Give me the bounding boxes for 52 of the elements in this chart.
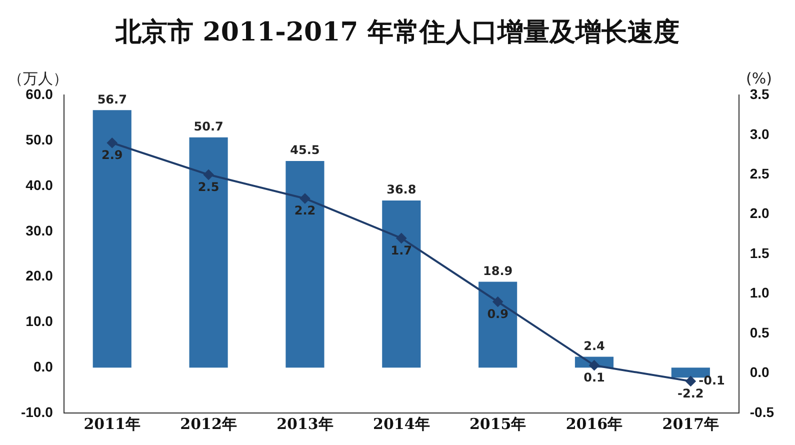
x-tick-label: 2013年: [276, 414, 334, 433]
y-tick-label: 10.0: [26, 313, 54, 330]
data-label: -0.1: [698, 373, 725, 388]
bar: [478, 282, 518, 368]
y-tick-label: 60.0: [26, 86, 54, 102]
y2-axis-title: (%): [746, 70, 772, 88]
y-tick-label: 0.0: [33, 358, 54, 374]
y-tick-label: -10.0: [20, 404, 54, 420]
bar: [286, 161, 324, 368]
point: [204, 170, 214, 180]
y2-tick-label: 2.0: [750, 205, 770, 222]
point: [300, 193, 310, 204]
data-label: 2.5: [198, 180, 220, 194]
y2-tick-label: 0.5: [750, 324, 770, 340]
y2-tick-label: 2.5: [750, 166, 770, 182]
data-label: 36.8: [386, 182, 416, 197]
data-label: 1.7: [390, 243, 412, 258]
x-tick-label: 2017年: [662, 414, 720, 433]
y2-tick-label: 1.5: [750, 244, 770, 261]
data-label: 0.1: [584, 370, 605, 384]
bar: [189, 137, 228, 368]
data-label: 50.7: [194, 120, 224, 134]
y2-tick-label: -0.5: [750, 404, 774, 420]
y-tick-label: 20.0: [26, 268, 54, 284]
point: [396, 233, 406, 244]
point: [107, 138, 118, 148]
data-label: 2.4: [584, 338, 605, 353]
y2-tick-label: 3.0: [750, 126, 770, 142]
y-tick-label: 30.0: [26, 222, 54, 238]
data-label: -2.2: [678, 386, 704, 401]
bar: [382, 200, 421, 368]
data-label: 2.9: [101, 148, 123, 162]
x-tick-label: 2016年: [566, 414, 623, 433]
bar: [92, 110, 132, 368]
point: [686, 376, 696, 386]
y2-tick-label: 3.5: [750, 86, 770, 102]
x-tick-label: 2015年: [469, 414, 526, 433]
data-label: 2.2: [294, 204, 316, 218]
data-label: 56.7: [97, 92, 127, 106]
data-label: 0.9: [487, 306, 508, 321]
point: [492, 296, 503, 307]
y-tick-label: 40.0: [26, 176, 54, 193]
x-tick-label: 2014年: [373, 414, 430, 433]
y2-tick-label: 0.0: [750, 364, 770, 380]
x-tick-label: 2011年: [84, 414, 140, 433]
y-tick-label: 50.0: [26, 131, 54, 148]
data-label: 18.9: [483, 264, 513, 278]
chart-title: 北京市 2011-2017 年常住人口增量及增长速度: [114, 17, 680, 48]
data-label: 45.5: [290, 143, 320, 158]
x-tick-label: 2012年: [180, 414, 237, 433]
y-axis-title: （万人）: [8, 70, 68, 88]
y2-tick-label: 1.0: [750, 284, 770, 301]
